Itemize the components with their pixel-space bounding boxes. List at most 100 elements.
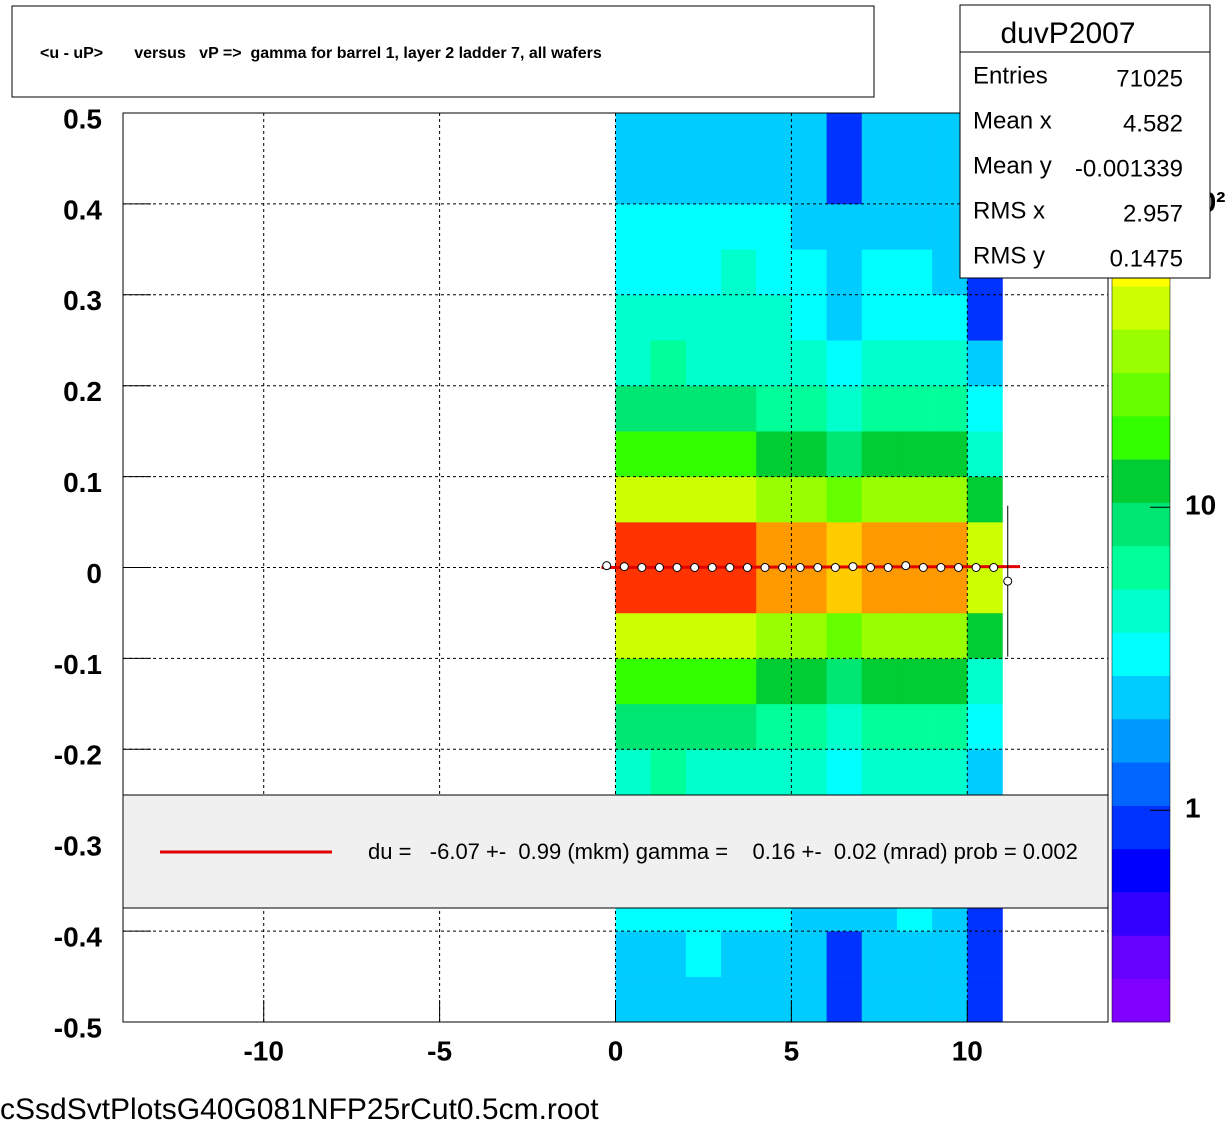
profile-point [760, 563, 770, 572]
heat-cell [756, 476, 792, 523]
heat-cell [615, 567, 651, 614]
heat-cell [721, 749, 757, 796]
heat-cell [791, 976, 827, 1023]
heat-cell [650, 113, 687, 159]
heat-cell [826, 703, 863, 750]
heat-cell [967, 703, 1003, 750]
heat-cell [685, 658, 722, 705]
y-tick-label: 0 [86, 558, 102, 589]
heat-cell [685, 522, 722, 568]
heat-cell [932, 612, 968, 659]
profile-point [866, 563, 876, 572]
color-bar-cell [1112, 589, 1170, 633]
heat-cell [932, 340, 968, 386]
heat-cell [685, 249, 722, 296]
heat-cell [967, 976, 1003, 1023]
stats-title: duvP2007 [1000, 17, 1135, 50]
heat-cell [721, 249, 757, 296]
heat-cell [861, 612, 898, 659]
heat-cell [721, 703, 757, 750]
heat-cell [650, 749, 687, 796]
color-bar-cell [1112, 459, 1170, 503]
heat-cell [932, 931, 968, 977]
heat-cell [615, 749, 651, 796]
profile-point [778, 563, 788, 572]
heat-cell [791, 294, 827, 341]
heat-cell [650, 249, 687, 296]
heat-cell [861, 203, 898, 250]
profile-point [830, 563, 840, 572]
heat-cell [861, 249, 898, 296]
heat-cell [756, 203, 792, 250]
heat-cell [826, 249, 863, 296]
heat-cell [896, 976, 933, 1023]
heat-cell [615, 249, 651, 296]
heat-cell [685, 113, 722, 159]
heat-cell [721, 567, 757, 614]
heat-cell [615, 522, 651, 568]
heat-cell [826, 203, 863, 250]
heat-cell [826, 567, 863, 614]
heat-cell [721, 203, 757, 250]
heat-cell [721, 385, 757, 432]
y-tick-label: 0.1 [63, 467, 102, 498]
heat-cell [861, 567, 898, 614]
heat-cell [791, 113, 827, 159]
y-tick-label: -0.5 [54, 1012, 102, 1043]
stats-label: RMS x [973, 197, 1045, 224]
heat-cell [896, 703, 933, 750]
heat-cell [756, 113, 792, 159]
x-tick-label: 0 [608, 1035, 624, 1066]
heat-cell [615, 703, 651, 750]
color-bar-cell [1112, 805, 1170, 850]
heat-cell [650, 703, 687, 750]
profile-point [883, 563, 893, 572]
color-bar-cell [1112, 502, 1170, 547]
stats-value: 4.582 [1123, 110, 1183, 137]
heat-cell [756, 294, 792, 341]
heat-cell [615, 385, 651, 432]
heat-cell [615, 612, 651, 659]
y-tick-label: -0.3 [54, 831, 102, 862]
heat-cell [685, 340, 722, 386]
heat-cell [896, 431, 933, 477]
heat-cell [721, 340, 757, 386]
legend-label: du = -6.07 +- 0.99 (mkm) gamma = 0.16 +-… [368, 839, 1078, 864]
heat-cell [826, 431, 863, 477]
profile-point [672, 563, 682, 572]
heat-cell [826, 976, 863, 1023]
heat-cell [685, 567, 722, 614]
profile-point [848, 562, 858, 572]
heat-cell [650, 522, 687, 568]
heat-cell [791, 203, 827, 250]
x-tick-label: 10 [952, 1035, 983, 1066]
heat-cell [650, 431, 687, 477]
heat-cell [650, 476, 687, 523]
color-bar-cell [1112, 848, 1170, 893]
color-bar-cell [1112, 719, 1170, 763]
heat-cell [826, 385, 863, 432]
heat-cell [721, 431, 757, 477]
heat-cell [721, 931, 757, 977]
heat-cell [967, 476, 1003, 523]
heat-cell [756, 385, 792, 432]
color-bar-cell [1112, 545, 1170, 590]
stats-value: 2.957 [1123, 200, 1183, 227]
y-tick-label: -0.1 [54, 649, 102, 680]
heat-cell [932, 567, 968, 614]
heat-cell [967, 931, 1003, 977]
heat-cell [650, 658, 687, 705]
heat-cell [791, 158, 827, 205]
heat-cell [685, 612, 722, 659]
heat-cell [615, 113, 651, 159]
profile-point [953, 563, 963, 572]
color-bar-cell [1112, 762, 1170, 806]
y-tick-label: 0.3 [63, 285, 102, 316]
heat-cell [791, 658, 827, 705]
heat-cell [932, 522, 968, 568]
heat-cell [896, 749, 933, 796]
color-bar-cell [1112, 632, 1170, 677]
heat-cell [756, 931, 792, 977]
fit-line [601, 565, 1021, 569]
heat-cell [861, 522, 898, 568]
